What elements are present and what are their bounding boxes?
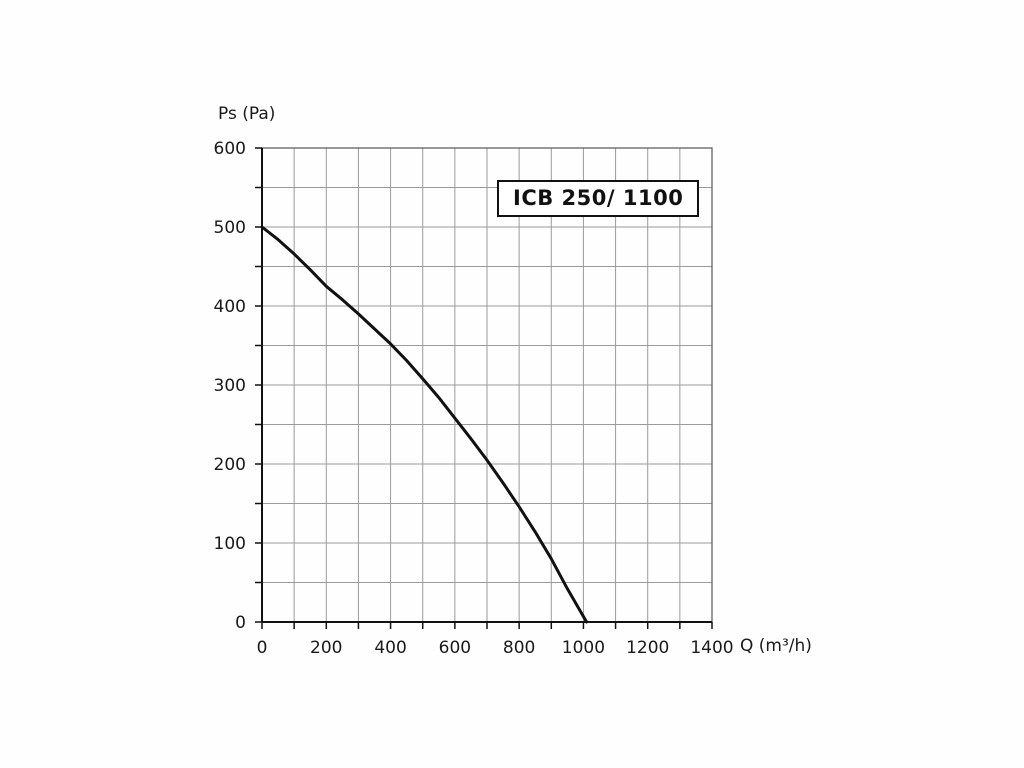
y-tick-label: 500 <box>214 218 246 238</box>
axis-ticks <box>255 147 713 629</box>
x-tick-label: 1200 <box>626 638 669 658</box>
x-tick-label: 600 <box>439 638 471 658</box>
x-tick-label: 400 <box>374 638 406 658</box>
x-axis-title: Q (m³/h) <box>740 636 812 656</box>
grid-lines <box>261 147 713 623</box>
fan-curve <box>260 225 589 624</box>
y-tick-label: 100 <box>214 534 246 554</box>
x-tick-label: 1000 <box>562 638 605 658</box>
y-tick-labels: 0 100 200 300 400 500 600 <box>214 139 246 633</box>
fan-curve-path <box>260 225 589 624</box>
y-tick-label: 300 <box>214 376 246 396</box>
x-tick-labels: 0 200 400 600 800 1000 1200 1400 <box>257 638 734 658</box>
y-tick-label: 600 <box>214 139 246 159</box>
y-tick-label: 400 <box>214 297 246 317</box>
model-label: ICB 250/ 1100 <box>497 180 700 217</box>
x-tick-label: 1400 <box>690 638 733 658</box>
y-axis-title: Ps (Pa) <box>218 104 276 124</box>
x-tick-label: 200 <box>310 638 342 658</box>
y-tick-label: 200 <box>214 455 246 475</box>
x-tick-label: 800 <box>503 638 535 658</box>
y-tick-label: 0 <box>235 613 246 633</box>
x-tick-label: 0 <box>257 638 268 658</box>
